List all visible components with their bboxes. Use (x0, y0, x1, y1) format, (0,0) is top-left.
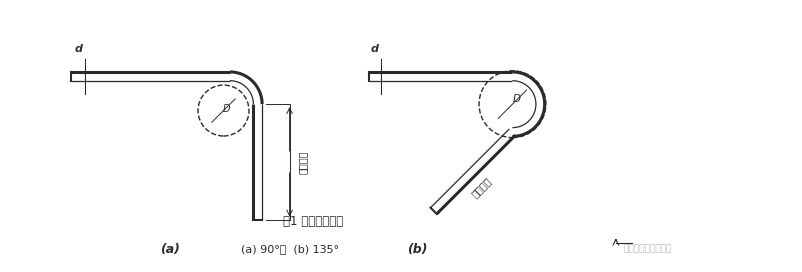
Text: (a) 90°；  (b) 135°: (a) 90°； (b) 135° (241, 244, 338, 254)
Text: 微信公众号钢筋翻样: 微信公众号钢筋翻样 (623, 245, 672, 254)
Text: D: D (223, 104, 230, 114)
Text: d: d (75, 44, 83, 54)
Text: 平直长度: 平直长度 (298, 150, 307, 174)
Text: (b): (b) (407, 243, 427, 255)
Text: 图1 受力钢筋弯折: 图1 受力钢筋弯折 (283, 215, 343, 228)
Text: 平直长度: 平直长度 (470, 176, 493, 200)
Text: d: d (371, 44, 379, 54)
Text: (a): (a) (160, 243, 180, 255)
Text: D: D (512, 94, 520, 104)
